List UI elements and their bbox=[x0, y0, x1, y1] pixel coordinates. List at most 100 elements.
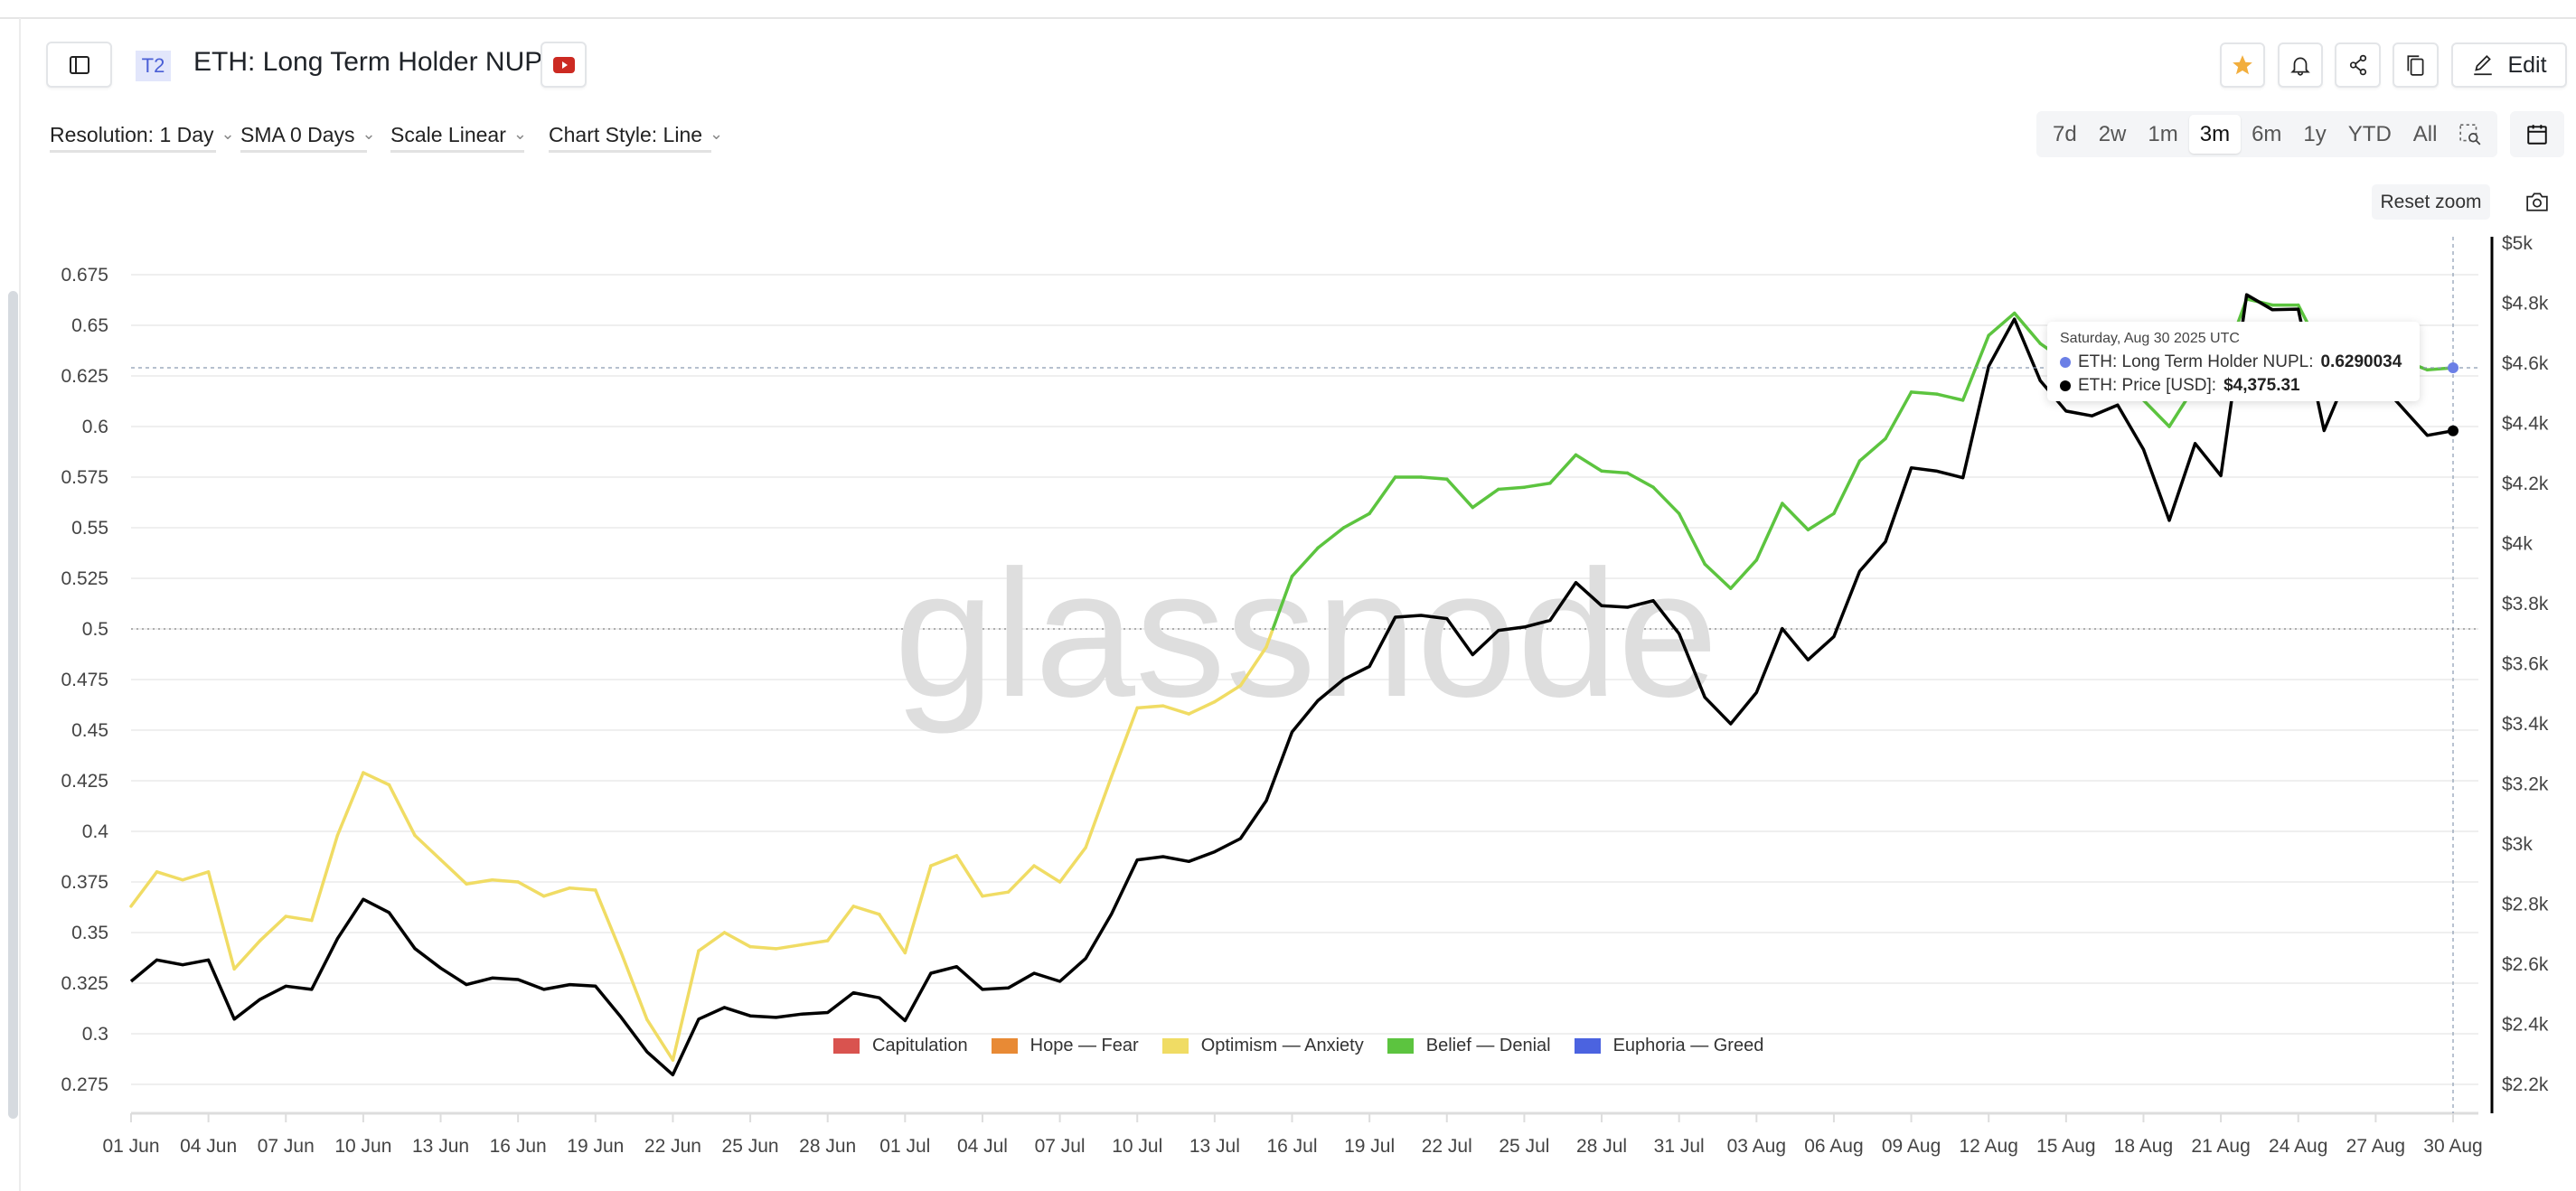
legend-label: Belief — Denial bbox=[1425, 1036, 1551, 1055]
nupl-line-segment bbox=[1058, 846, 1087, 884]
nupl-line-segment bbox=[362, 771, 391, 787]
tooltip-value: 0.6290034 bbox=[2320, 352, 2402, 371]
nupl-line-segment bbox=[465, 878, 494, 886]
nupl-line-segment bbox=[1522, 481, 1552, 489]
x-axis-tick-label: 04 Jul bbox=[957, 1136, 1008, 1157]
nupl-line-segment bbox=[1368, 475, 1397, 516]
range-1y[interactable]: 1y bbox=[2303, 121, 2327, 146]
nupl-line-segment bbox=[155, 870, 184, 882]
video-button[interactable] bbox=[541, 42, 587, 88]
left-axis-tick-label: 0.525 bbox=[61, 568, 108, 589]
x-axis-tick-label: 06 Aug bbox=[1804, 1136, 1863, 1157]
left-axis-tick-label: 0.4 bbox=[82, 821, 109, 842]
left-axis-tick-label: 0.625 bbox=[61, 366, 108, 387]
nupl-line-segment bbox=[1135, 704, 1165, 710]
x-axis-tick-label: 15 Aug bbox=[2036, 1136, 2095, 1157]
nupl-line-segment bbox=[1187, 699, 1217, 716]
chart-style-dropdown[interactable]: Chart Style: Line ⌄ bbox=[549, 123, 723, 153]
right-axis-tick-label: $2.2k bbox=[2502, 1074, 2549, 1095]
range-7d[interactable]: 7d bbox=[2053, 121, 2077, 146]
favorite-button[interactable] bbox=[2220, 42, 2265, 88]
nupl-line-segment bbox=[1316, 526, 1346, 550]
calendar-button[interactable] bbox=[2510, 111, 2564, 157]
range-2w[interactable]: 2w bbox=[2098, 121, 2127, 146]
x-axis-tick-label: 01 Jul bbox=[879, 1136, 930, 1157]
share-button[interactable] bbox=[2335, 42, 2381, 88]
nupl-line-segment bbox=[129, 870, 159, 908]
legend-item-hope-fear[interactable]: Hope — Fear bbox=[991, 1036, 1139, 1056]
edit-button[interactable]: Edit bbox=[2451, 42, 2567, 88]
x-axis-tick-label: 16 Jun bbox=[490, 1136, 547, 1157]
nupl-line-segment bbox=[1238, 645, 1268, 688]
reset-zoom-button[interactable]: Reset zoom bbox=[2372, 184, 2490, 220]
x-axis: 01 Jun 04 Jun 07 Jun 10 Jun 13 Jun 16 Jun 19 J… bbox=[102, 1111, 2483, 1157]
alert-button[interactable] bbox=[2278, 42, 2323, 88]
nupl-line-segment bbox=[1806, 511, 1836, 531]
copy-button[interactable] bbox=[2393, 42, 2439, 88]
x-axis-tick-label: 31 Jul bbox=[1654, 1136, 1705, 1157]
left-axis: 0.275 0.3 0.325 0.35 0.375 0.4 0.425 0.45 0.475 0… bbox=[61, 265, 108, 1095]
left-axis-tick-label: 0.6 bbox=[82, 417, 108, 437]
legend-item-euphoria-greed[interactable]: Euphoria — Greed bbox=[1574, 1036, 1763, 1056]
legend-swatch bbox=[833, 1038, 860, 1054]
right-axis-tick-label: $2.6k bbox=[2502, 954, 2549, 975]
legend: Capitulation Hope — Fear Optimism — Anxi… bbox=[833, 1036, 1763, 1056]
nupl-line-segment bbox=[2141, 399, 2171, 428]
zoom-select-icon bbox=[2459, 123, 2481, 145]
right-axis: $2.2k $2.4k $2.6k $2.8k $3k $3.2k $3.4k $3.6k $3… bbox=[2490, 233, 2549, 1113]
legend-item-belief-denial[interactable]: Belief — Denial bbox=[1387, 1036, 1551, 1056]
range-6m[interactable]: 6m bbox=[2252, 121, 2282, 146]
range-all[interactable]: All bbox=[2412, 121, 2438, 146]
nupl-line-segment bbox=[1006, 864, 1036, 894]
vertical-scrollbar[interactable] bbox=[8, 291, 18, 1119]
bell-icon bbox=[2290, 57, 2310, 76]
range-3m[interactable]: 3m bbox=[2188, 115, 2242, 154]
right-axis-tick-label: $3.8k bbox=[2502, 594, 2549, 614]
tier-badge: T2 bbox=[136, 51, 171, 81]
right-axis-tick-label: $4k bbox=[2502, 534, 2533, 555]
series-dot-icon bbox=[2060, 357, 2071, 368]
left-axis-tick-label: 0.55 bbox=[71, 518, 108, 539]
legend-swatch bbox=[991, 1038, 1018, 1054]
nupl-line-segment bbox=[1109, 706, 1139, 779]
price-hover-point bbox=[2448, 425, 2458, 436]
x-axis-tick-label: 21 Aug bbox=[2191, 1136, 2250, 1157]
resolution-label: Resolution: 1 Day bbox=[50, 123, 214, 146]
range-1m[interactable]: 1m bbox=[2148, 121, 2178, 146]
series-dot-icon bbox=[2060, 380, 2071, 391]
sma-dropdown[interactable]: SMA 0 Days ⌄ bbox=[240, 123, 376, 153]
zoom-select-button[interactable] bbox=[2448, 115, 2493, 154]
legend-item-capitulation[interactable]: Capitulation bbox=[833, 1036, 968, 1056]
right-axis-tick-label: $3k bbox=[2502, 834, 2533, 855]
range-ytd[interactable]: YTD bbox=[2347, 121, 2392, 146]
sidebar-toggle-button[interactable] bbox=[46, 42, 112, 88]
nupl-line-segment bbox=[619, 951, 649, 1022]
right-axis-tick-label: $5k bbox=[2502, 233, 2533, 254]
nupl-line-segment bbox=[800, 939, 830, 947]
nupl-line-segment bbox=[1781, 502, 1810, 531]
share-icon bbox=[2349, 54, 2366, 76]
right-axis-tick-label: $2.4k bbox=[2502, 1015, 2549, 1036]
nupl-line-segment bbox=[1935, 392, 1965, 402]
nupl-line-segment bbox=[181, 870, 211, 882]
nupl-line-segment bbox=[903, 864, 933, 955]
x-axis-tick-label: 27 Aug bbox=[2346, 1136, 2405, 1157]
x-axis-tick-label: 22 Jul bbox=[1422, 1136, 1472, 1157]
scale-dropdown[interactable]: Scale Linear ⌄ bbox=[390, 123, 527, 153]
nupl-line-segment bbox=[1548, 453, 1578, 485]
nupl-line-segment bbox=[1264, 627, 1275, 649]
left-axis-tick-label: 0.675 bbox=[61, 265, 108, 286]
resolution-dropdown[interactable]: Resolution: 1 Day ⌄ bbox=[50, 123, 235, 153]
nupl-line-segment bbox=[1084, 774, 1114, 849]
left-axis-tick-label: 0.3 bbox=[82, 1024, 108, 1045]
right-axis-tick-label: $4.2k bbox=[2502, 474, 2549, 494]
tooltip-date: Saturday, Aug 30 2025 UTC bbox=[2060, 331, 2240, 346]
nupl-line-segment bbox=[206, 870, 236, 971]
nupl-line-segment bbox=[1832, 459, 1862, 516]
screenshot-button[interactable] bbox=[2524, 188, 2551, 215]
tooltip-row-nupl: ETH: Long Term Holder NUPL: 0.6290034 bbox=[2060, 352, 2407, 372]
x-axis-tick-label: 12 Aug bbox=[1959, 1136, 2017, 1157]
legend-item-optimism-anxiety[interactable]: Optimism — Anxiety bbox=[1161, 1036, 1364, 1056]
tooltip-label: ETH: Long Term Holder NUPL: bbox=[2078, 352, 2314, 371]
